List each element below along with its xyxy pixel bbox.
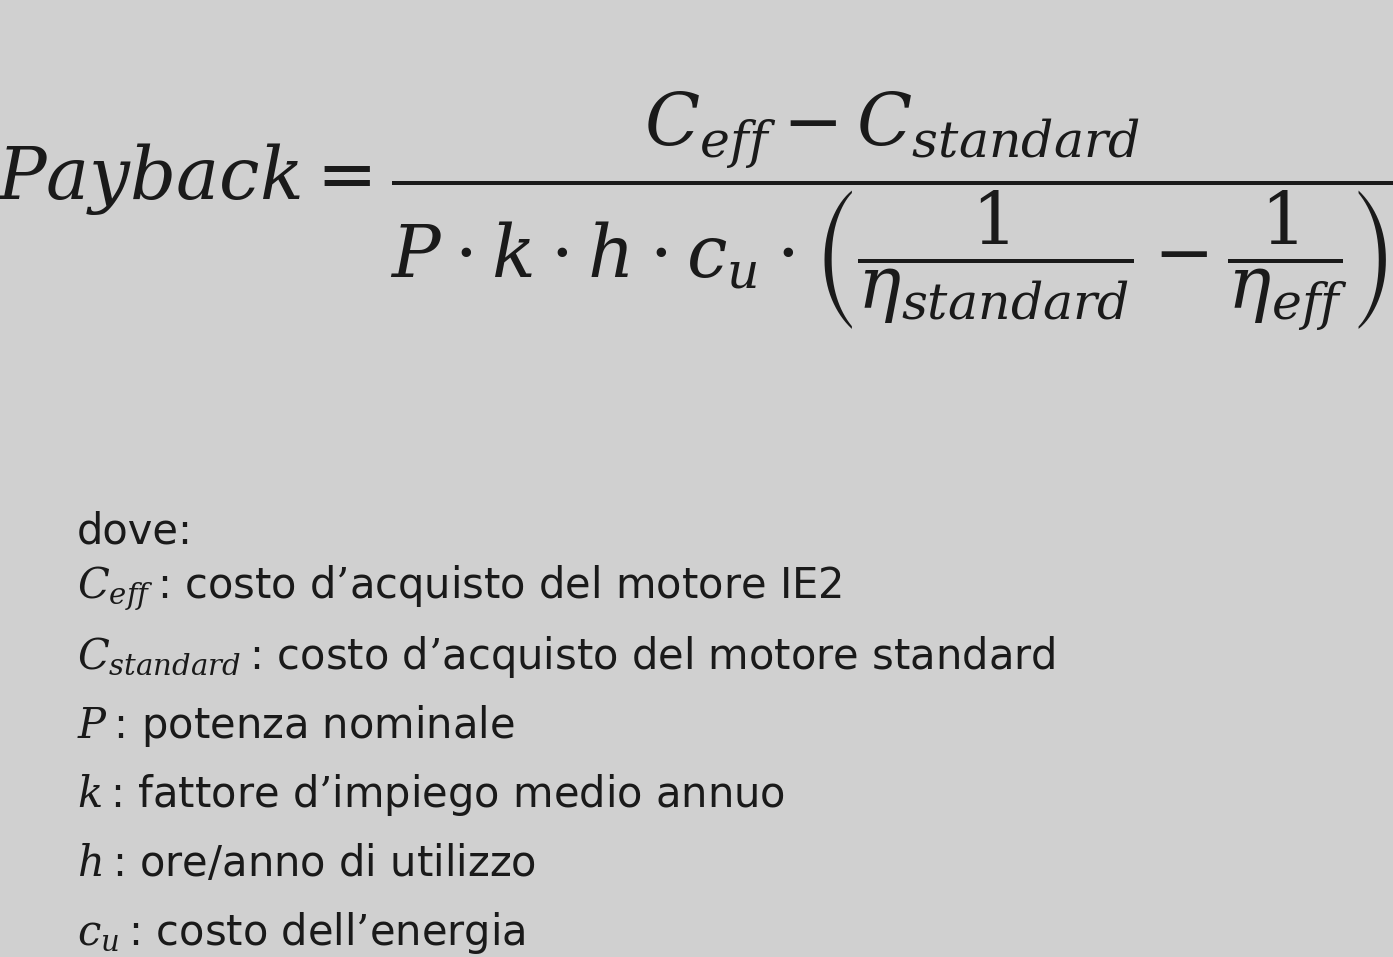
Text: dove:: dove: [77, 510, 192, 552]
Text: $C_{eff}$ : costo d’acquisto del motore IE2: $C_{eff}$ : costo d’acquisto del motore … [77, 564, 841, 613]
Text: $k$ : fattore d’impiego medio annuo: $k$ : fattore d’impiego medio annuo [77, 772, 784, 818]
Text: $c_u$ : costo dell’energia: $c_u$ : costo dell’energia [77, 910, 525, 956]
Text: $P$ : potenza nominale: $P$ : potenza nominale [77, 703, 514, 749]
Text: $C_{standard}$ : costo d’acquisto del motore standard: $C_{standard}$ : costo d’acquisto del mo… [77, 634, 1055, 680]
Text: $\mathit{Payback} = \dfrac{C_{eff} - C_{standard}}{P \cdot k \cdot h \cdot c_u \: $\mathit{Payback} = \dfrac{C_{eff} - C_{… [0, 89, 1393, 332]
Text: $h$ : ore/anno di utilizzo: $h$ : ore/anno di utilizzo [77, 843, 536, 885]
